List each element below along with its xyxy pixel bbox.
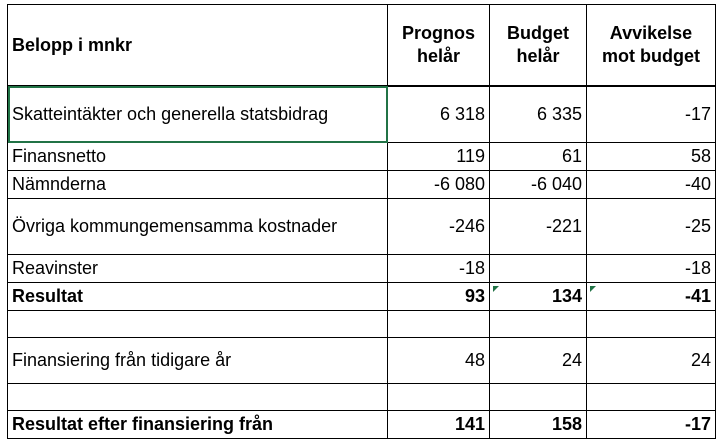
row-label-cell[interactable]: Resultat efter finansiering från bbox=[7, 410, 388, 439]
table-row-total: Resultat efter finansiering från 141 158… bbox=[7, 410, 716, 439]
table-row: Skatteintäkter och generella statsbidrag… bbox=[7, 85, 716, 143]
row-budget-cell[interactable]: 134 bbox=[489, 282, 587, 311]
row-avvikelse-cell[interactable]: -40 bbox=[586, 170, 716, 199]
row-prognos-cell[interactable]: 48 bbox=[387, 337, 490, 384]
row-label-cell[interactable]: Finansiering från tidigare år bbox=[7, 337, 388, 384]
cell-comment-indicator bbox=[493, 286, 499, 292]
row-label-cell[interactable]: Nämnderna bbox=[7, 170, 388, 199]
table-row: Övriga kommungemensamma kostnader -246 -… bbox=[7, 198, 716, 255]
table-row-empty bbox=[7, 383, 716, 411]
row-label-cell[interactable]: Övriga kommungemensamma kostnader bbox=[7, 198, 388, 255]
row-budget-cell[interactable]: 24 bbox=[489, 337, 587, 384]
row-avvikelse-cell[interactable]: 58 bbox=[586, 142, 716, 171]
header-avvikelse-cell[interactable]: Avvikelse mot budget bbox=[586, 4, 716, 87]
row-label-cell[interactable] bbox=[7, 310, 388, 338]
row-budget-cell[interactable]: 61 bbox=[489, 142, 587, 171]
header-prognos-line1: Prognos bbox=[401, 23, 475, 43]
row-avvikelse-cell[interactable]: -18 bbox=[586, 254, 716, 283]
row-prognos-cell[interactable]: -246 bbox=[387, 198, 490, 255]
table-row: Nämnderna -6 080 -6 040 -40 bbox=[7, 170, 716, 199]
row-label-cell[interactable] bbox=[7, 383, 388, 411]
row-budget-cell[interactable] bbox=[489, 254, 587, 283]
table-row-empty bbox=[7, 310, 716, 338]
row-prognos-cell[interactable] bbox=[387, 383, 490, 411]
row-prognos-cell[interactable] bbox=[387, 310, 490, 338]
table-row: Finansiering från tidigare år 48 24 24 bbox=[7, 337, 716, 384]
table-row: Reavinster -18 -18 bbox=[7, 254, 716, 283]
row-label-cell[interactable]: Reavinster bbox=[7, 254, 388, 283]
header-prognos-line2: helår bbox=[416, 46, 461, 66]
row-budget-cell[interactable] bbox=[489, 383, 587, 411]
row-label-cell[interactable]: Skatteintäkter och generella statsbidrag bbox=[7, 85, 388, 143]
header-avvikelse-line2: mot budget bbox=[602, 46, 700, 66]
header-prognos-cell[interactable]: Prognos helår bbox=[387, 4, 490, 87]
spreadsheet-table: Belopp i mnkr Prognos helår Budget helår… bbox=[7, 4, 716, 439]
row-avvikelse-cell[interactable] bbox=[586, 383, 716, 411]
row-label-cell[interactable]: Resultat bbox=[7, 282, 388, 311]
row-avvikelse-cell[interactable] bbox=[586, 310, 716, 338]
row-avvikelse-cell[interactable]: -41 bbox=[586, 282, 716, 311]
row-prognos-cell[interactable]: 6 318 bbox=[387, 85, 490, 143]
row-budget-cell[interactable]: 158 bbox=[489, 410, 587, 439]
row-budget-cell[interactable]: 6 335 bbox=[489, 85, 587, 143]
row-budget-cell[interactable]: -6 040 bbox=[489, 170, 587, 199]
header-budget-cell[interactable]: Budget helår bbox=[489, 4, 587, 87]
row-prognos-cell[interactable]: 141 bbox=[387, 410, 490, 439]
row-avvikelse-cell[interactable]: -17 bbox=[586, 85, 716, 143]
row-prognos-cell[interactable]: -18 bbox=[387, 254, 490, 283]
header-label-cell[interactable]: Belopp i mnkr bbox=[7, 4, 388, 87]
row-prognos-cell[interactable]: 119 bbox=[387, 142, 490, 171]
table-row-total: Resultat 93 134 -41 bbox=[7, 282, 716, 311]
cell-comment-indicator bbox=[590, 286, 596, 292]
row-avvikelse-cell[interactable]: -17 bbox=[586, 410, 716, 439]
row-budget-cell[interactable]: -221 bbox=[489, 198, 587, 255]
header-avvikelse-line1: Avvikelse bbox=[609, 23, 693, 43]
row-avvikelse-cell[interactable]: -25 bbox=[586, 198, 716, 255]
row-budget-cell[interactable] bbox=[489, 310, 587, 338]
row-label-cell[interactable]: Finansnetto bbox=[7, 142, 388, 171]
header-row: Belopp i mnkr Prognos helår Budget helår… bbox=[7, 4, 716, 87]
header-budget-line1: Budget bbox=[507, 23, 569, 43]
row-prognos-cell[interactable]: -6 080 bbox=[387, 170, 490, 199]
row-prognos-cell[interactable]: 93 bbox=[387, 282, 490, 311]
row-avvikelse-cell[interactable]: 24 bbox=[586, 337, 716, 384]
table-row: Finansnetto 119 61 58 bbox=[7, 142, 716, 171]
header-budget-line2: helår bbox=[516, 46, 560, 66]
